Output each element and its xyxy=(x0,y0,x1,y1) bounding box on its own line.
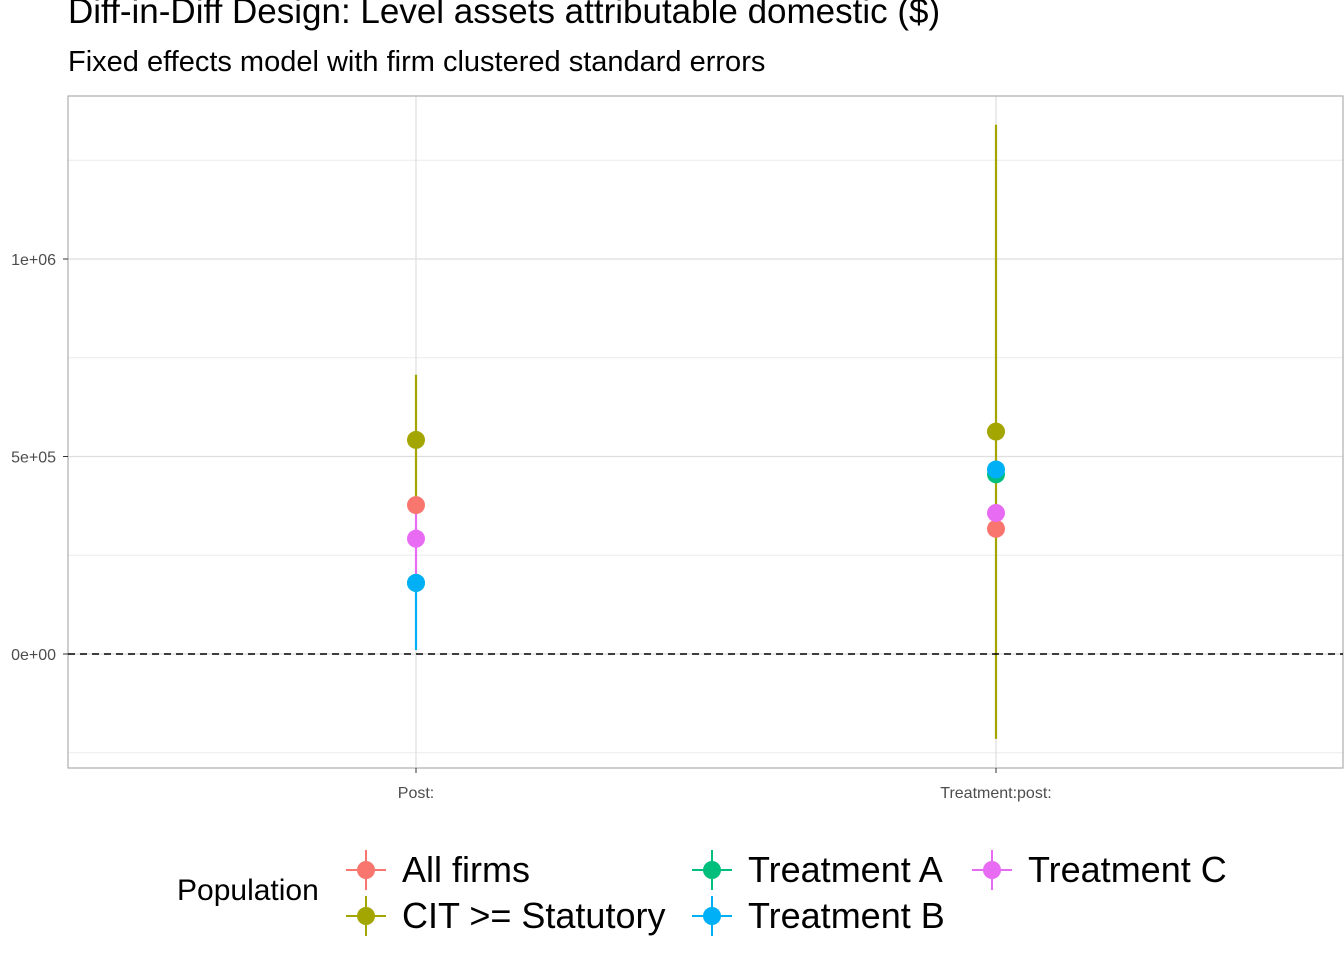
x-tick-label: Treatment:post: xyxy=(940,785,1051,802)
legend-label: Treatment C xyxy=(1028,849,1227,890)
legend-item: CIT >= Statutory xyxy=(346,895,666,936)
legend-key-icon xyxy=(692,896,732,936)
x-tick-label: Post: xyxy=(398,785,434,802)
legend-label: CIT >= Statutory xyxy=(402,895,666,936)
y-tick-label: 1e+06 xyxy=(11,252,56,269)
legend-key-icon xyxy=(972,850,1012,890)
legend-item: Treatment B xyxy=(692,895,945,936)
legend-label: All firms xyxy=(402,849,530,890)
data-point xyxy=(987,519,1005,538)
data-point xyxy=(987,422,1005,441)
y-tick-label: 5e+05 xyxy=(11,450,56,467)
legend-key-icon xyxy=(692,850,732,890)
data-point xyxy=(987,460,1005,479)
data-point xyxy=(987,503,1005,522)
legend-title: Population xyxy=(177,874,319,907)
legend-key-icon xyxy=(346,896,386,936)
legend-label: Treatment A xyxy=(748,849,943,890)
legend-item: Treatment C xyxy=(972,849,1227,890)
data-point xyxy=(407,573,425,592)
legend-item: Treatment A xyxy=(692,849,943,890)
legend-key-icon xyxy=(346,850,386,890)
y-tick-label: 0e+00 xyxy=(11,647,56,664)
data-point xyxy=(407,529,425,548)
panel-border xyxy=(67,95,1344,769)
data-point xyxy=(407,496,425,515)
chart-subtitle: Fixed effects model with firm clustered … xyxy=(68,46,766,78)
chart-title: Diff-in-Diff Design: Level assets attrib… xyxy=(68,0,941,31)
data-point xyxy=(407,430,425,449)
legend-label: Treatment B xyxy=(748,895,945,936)
legend-item: All firms xyxy=(346,849,530,890)
